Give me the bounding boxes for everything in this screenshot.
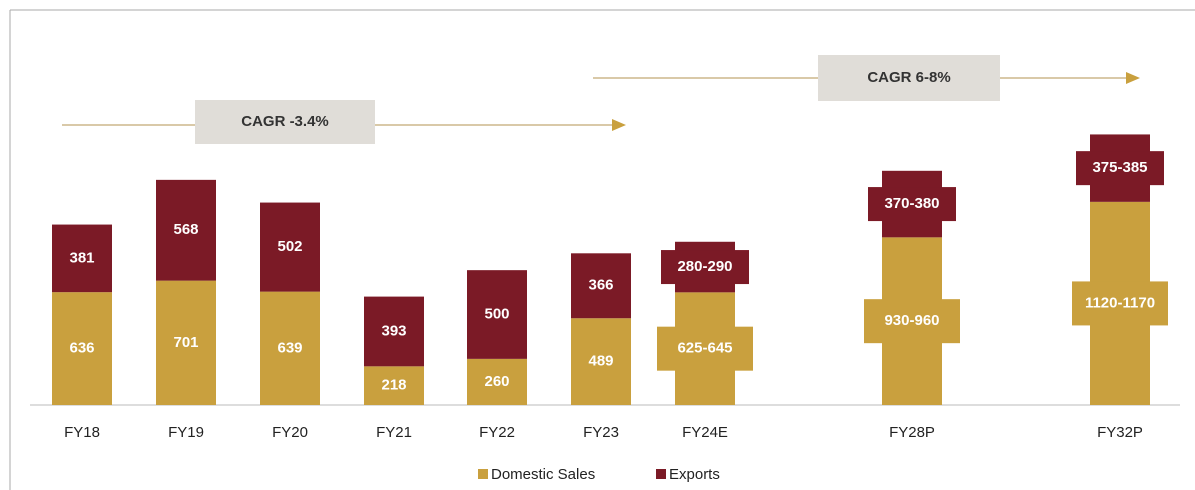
annotation-text: CAGR 6-8% — [867, 69, 950, 86]
data-label: 639 — [277, 339, 302, 356]
annotation-1: CAGR -3.4% — [62, 100, 626, 144]
data-label: 701 — [173, 334, 198, 351]
data-label: 636 — [69, 340, 94, 357]
data-label: 1120-1170 — [1085, 294, 1155, 311]
bar-segment — [156, 280, 216, 405]
bar-segment — [467, 270, 527, 359]
annotation-2: CAGR 6-8% — [593, 55, 1140, 101]
data-label: 260 — [484, 373, 509, 390]
annotation-text: CAGR -3.4% — [241, 113, 329, 130]
data-label: 500 — [484, 305, 509, 322]
x-tick-label: FY18 — [64, 424, 100, 441]
data-label: 366 — [588, 277, 613, 294]
x-tick-label: FY19 — [168, 424, 204, 441]
bar-segment — [364, 366, 424, 405]
data-label: 502 — [277, 238, 302, 255]
bar-segment — [260, 202, 320, 292]
legend-label: Domestic Sales — [491, 466, 595, 483]
bar-segment — [260, 291, 320, 405]
data-label: 280-290 — [677, 258, 732, 275]
label-box — [864, 299, 960, 344]
legend-swatch — [656, 469, 666, 479]
legend-swatch — [478, 469, 488, 479]
annotation-box — [818, 55, 1000, 101]
legend-label: Exports — [669, 466, 720, 483]
label-box — [661, 250, 749, 285]
x-tick-label: FY24E — [682, 424, 728, 441]
arrow-head — [1126, 72, 1140, 84]
data-label: 625-645 — [677, 340, 732, 357]
bar-segment — [571, 318, 631, 405]
bar-segment — [571, 253, 631, 319]
data-label: 393 — [381, 322, 406, 339]
bar-segment — [52, 224, 112, 293]
bar-segment — [156, 179, 216, 281]
data-label: 218 — [381, 377, 406, 394]
label-box — [1072, 281, 1168, 326]
data-label: 568 — [173, 221, 198, 238]
data-label: 375-385 — [1092, 159, 1147, 176]
bar-segment — [364, 296, 424, 367]
data-label: 930-960 — [884, 312, 939, 329]
arrow-head — [612, 119, 626, 131]
x-tick-label: FY20 — [272, 424, 308, 441]
data-label: 370-380 — [884, 195, 939, 212]
annotation-box — [195, 100, 375, 144]
label-box — [868, 187, 956, 222]
x-tick-label: FY21 — [376, 424, 412, 441]
data-label: 381 — [69, 249, 94, 266]
x-tick-label: FY22 — [479, 424, 515, 441]
data-label: 489 — [588, 353, 613, 370]
label-box — [657, 326, 753, 371]
x-tick-label: FY23 — [583, 424, 619, 441]
label-box — [1076, 151, 1164, 186]
bar-segment — [467, 358, 527, 405]
x-tick-label: FY28P — [889, 424, 935, 441]
x-tick-label: FY32P — [1097, 424, 1143, 441]
bar-segment — [52, 292, 112, 405]
